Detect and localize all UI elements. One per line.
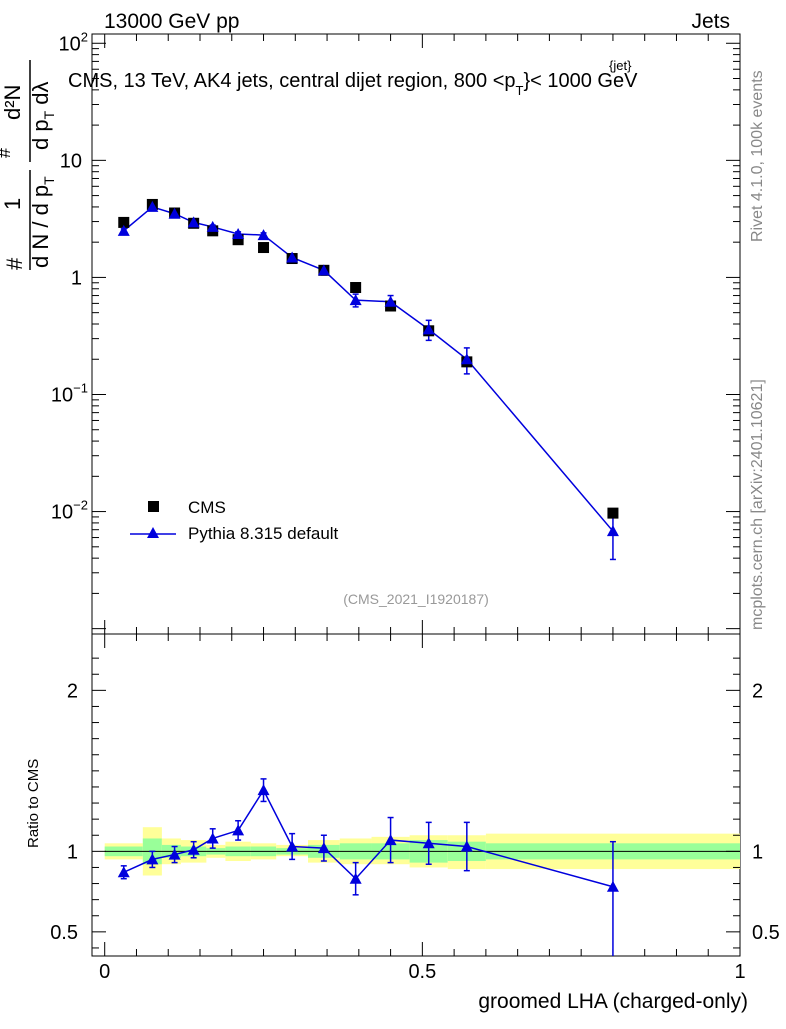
legend: CMS Pythia 8.315 default: [130, 498, 339, 543]
header-process: Jets: [691, 10, 730, 33]
mc-data-point: [206, 220, 219, 232]
legend-data-label: CMS: [188, 498, 226, 517]
mc-data-point: [168, 207, 181, 219]
ylabel-hash-left: #: [2, 257, 27, 270]
ratio-y-tick-label-right: 0.5: [752, 922, 780, 944]
ratio-data-point: [206, 832, 219, 844]
ratio-data-point: [606, 880, 619, 892]
mc-data-point: [317, 264, 330, 276]
ylabel-rnum: d²N: [0, 85, 25, 120]
y-tick-label: 1: [71, 267, 82, 289]
ratio-data-point: [460, 840, 473, 852]
y-tick-label-base: 10: [51, 384, 73, 406]
legend-mc-marker: [147, 527, 159, 538]
mc-data-point: [257, 229, 270, 241]
ratio-data-point: [117, 866, 130, 878]
mc-data-point: [384, 295, 397, 307]
title-sup: {jet}: [609, 58, 632, 73]
ratio-data-point: [168, 848, 181, 860]
y-tick-label-exp: −1: [73, 380, 88, 395]
mc-data-point: [232, 227, 245, 239]
main-frame: [91, 33, 741, 635]
mc-series-line: [123, 206, 614, 532]
y-tick-label: 102: [59, 29, 88, 55]
ratio-y-tick-label: 0.5: [50, 922, 78, 944]
mc-data-point: [349, 294, 362, 306]
ylabel-rden: d pT dλ: [28, 81, 57, 150]
header-collision: 13000 GeV pp: [104, 10, 239, 33]
ratio-data-point: [257, 784, 270, 796]
ratio-data-point: [286, 840, 299, 852]
mc-data-point: [187, 216, 200, 228]
rivet-label: Rivet 4.1.0, 100k events: [749, 70, 766, 242]
y-tick-label-base: 10: [59, 33, 81, 55]
plot-title: CMS, 13 TeV, AK4 jets, central dijet reg…: [68, 70, 638, 98]
ratio-y-tick-label-right: 2: [752, 680, 763, 702]
cms-data-point: [350, 282, 362, 294]
ratio-data-point: [146, 853, 159, 865]
ratio-plot-layer: 0 0.5 1 0.5 0.5 1 1 2 2: [50, 634, 780, 983]
mcplots-label: mcplots.cern.ch [arXiv:2401.10621]: [749, 379, 766, 630]
ratio-data-point: [384, 834, 397, 846]
mc-data-point: [117, 224, 130, 236]
y-tick-label: 10: [60, 150, 82, 172]
mc-data-point: [146, 200, 159, 212]
title-end: }< 1000 GeV: [523, 70, 638, 92]
mc-data-point: [286, 251, 299, 263]
cms-data-point: [232, 234, 244, 246]
cms-data-point: [118, 216, 130, 228]
mc-data-point: [460, 353, 473, 365]
x-tick-label: 0.5: [408, 961, 436, 983]
ylabel-one: 1: [0, 198, 25, 210]
y-tick-label: 10−1: [51, 380, 88, 406]
ratio-data-point: [317, 842, 330, 854]
legend-mc-label: Pythia 8.315 default: [188, 524, 339, 543]
cms-data-point: [258, 242, 270, 254]
ratio-data-point: [422, 837, 435, 849]
ratio-series-line: [123, 788, 614, 888]
y-axis-label: # 1 d N / d pT # d²N d pT dλ: [0, 60, 57, 270]
ratio-y-tick-label: 1: [67, 841, 78, 863]
x-tick-label: 1: [734, 961, 745, 983]
ratio-frame: [91, 633, 741, 957]
ylabel-den: d N / d pT: [28, 176, 57, 268]
ratio-data-point: [232, 824, 245, 836]
ratio-data-point: [187, 843, 200, 855]
y-tick-label-exp: 2: [81, 29, 88, 44]
x-tick-label: 0: [99, 961, 110, 983]
mc-data-point: [422, 323, 435, 335]
ratio-y-label: Ratio to CMS: [25, 759, 42, 848]
ratio-data-point: [349, 872, 362, 884]
y-tick-label: 10−2: [51, 498, 88, 524]
analysis-tag: (CMS_2021_I1920187): [343, 591, 489, 607]
ratio-y-tick-label: 2: [67, 680, 78, 702]
ratio-y-tick-label-right: 1: [752, 841, 763, 863]
legend-data-marker: [148, 501, 159, 512]
cms-data-point: [607, 507, 619, 519]
ylabel-hash-mid: #: [0, 148, 14, 158]
title-main: CMS, 13 TeV, AK4 jets, central dijet reg…: [68, 70, 516, 92]
x-axis-label: groomed LHA (charged-only): [478, 990, 748, 1013]
y-tick-label-base: 10: [51, 502, 73, 524]
y-tick-label-exp: −2: [73, 498, 88, 513]
mc-data-point: [606, 525, 619, 537]
title-sub: T: [516, 83, 524, 98]
